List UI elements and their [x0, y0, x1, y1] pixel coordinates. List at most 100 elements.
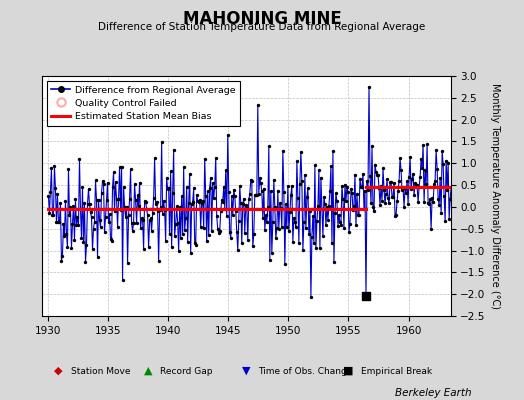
- Point: [55, 218, 63, 225]
- Point: [348, 189, 356, 196]
- Point: [413, 182, 421, 188]
- Point: [148, 210, 157, 217]
- Point: [380, 187, 388, 193]
- Point: [430, 181, 438, 188]
- Point: [209, 180, 217, 186]
- Point: [383, 176, 391, 182]
- Point: [90, 218, 99, 225]
- Point: [377, 182, 385, 189]
- Point: [160, 207, 169, 213]
- Point: [450, 172, 458, 178]
- Point: [248, 177, 256, 184]
- Point: [236, 183, 244, 189]
- Point: [422, 180, 430, 187]
- Point: [223, 213, 231, 220]
- Point: [201, 156, 209, 162]
- Point: [134, 192, 142, 198]
- Point: [419, 142, 427, 148]
- Point: [169, 147, 178, 153]
- Point: [61, 197, 70, 204]
- Point: [388, 194, 396, 200]
- Point: [379, 165, 387, 171]
- Point: [135, 180, 144, 186]
- Point: [68, 221, 77, 227]
- Point: [286, 209, 294, 215]
- Point: [116, 207, 125, 213]
- Text: Empirical Break: Empirical Break: [361, 366, 432, 376]
- Point: [367, 200, 375, 206]
- Point: [171, 221, 180, 228]
- Point: [372, 168, 380, 175]
- Point: [356, 176, 364, 182]
- Point: [418, 165, 427, 172]
- Point: [123, 204, 131, 210]
- Point: [332, 190, 340, 196]
- Point: [145, 244, 153, 250]
- Point: [259, 214, 267, 221]
- Point: [407, 186, 415, 193]
- Point: [46, 188, 54, 195]
- Text: Station Move: Station Move: [71, 366, 130, 376]
- Point: [188, 201, 196, 207]
- Point: [443, 186, 451, 193]
- Point: [134, 203, 143, 210]
- Point: [206, 174, 215, 181]
- Point: [150, 155, 159, 161]
- Point: [241, 230, 249, 236]
- Point: [245, 196, 253, 203]
- Point: [191, 239, 199, 246]
- Point: [158, 211, 167, 218]
- Point: [365, 84, 373, 90]
- Point: [210, 195, 218, 201]
- Point: [93, 254, 102, 260]
- Point: [438, 148, 446, 154]
- Legend: Difference from Regional Average, Quality Control Failed, Estimated Station Mean: Difference from Regional Average, Qualit…: [47, 81, 241, 126]
- Point: [130, 181, 139, 188]
- Point: [431, 177, 439, 184]
- Point: [238, 201, 247, 208]
- Point: [125, 196, 134, 203]
- Point: [157, 204, 165, 211]
- Point: [149, 195, 158, 201]
- Point: [216, 208, 225, 214]
- Point: [239, 196, 248, 202]
- Point: [217, 197, 226, 203]
- Point: [72, 222, 81, 228]
- Point: [49, 212, 58, 219]
- Point: [352, 222, 360, 228]
- Point: [248, 243, 257, 250]
- Point: [211, 184, 219, 190]
- Point: [194, 199, 203, 206]
- Point: [271, 235, 280, 242]
- Point: [307, 294, 315, 300]
- Point: [151, 201, 160, 208]
- Point: [435, 202, 443, 208]
- Point: [208, 228, 216, 234]
- Point: [146, 215, 155, 222]
- Point: [384, 195, 392, 202]
- Point: [281, 261, 289, 267]
- Point: [257, 180, 265, 186]
- Point: [402, 190, 410, 196]
- Point: [52, 218, 61, 225]
- Point: [424, 200, 432, 206]
- Point: [405, 174, 413, 180]
- Point: [91, 177, 100, 184]
- Point: [270, 176, 278, 183]
- Point: [399, 184, 407, 191]
- Point: [345, 228, 353, 235]
- Point: [362, 293, 370, 300]
- Point: [129, 220, 138, 226]
- Point: [56, 199, 64, 206]
- Point: [451, 205, 460, 212]
- Point: [146, 217, 154, 224]
- Point: [426, 196, 434, 202]
- Point: [449, 193, 457, 199]
- Point: [81, 259, 90, 265]
- Point: [289, 238, 297, 245]
- Point: [420, 199, 428, 206]
- Point: [351, 171, 359, 178]
- Point: [157, 139, 166, 146]
- Point: [89, 246, 97, 252]
- Point: [294, 240, 303, 246]
